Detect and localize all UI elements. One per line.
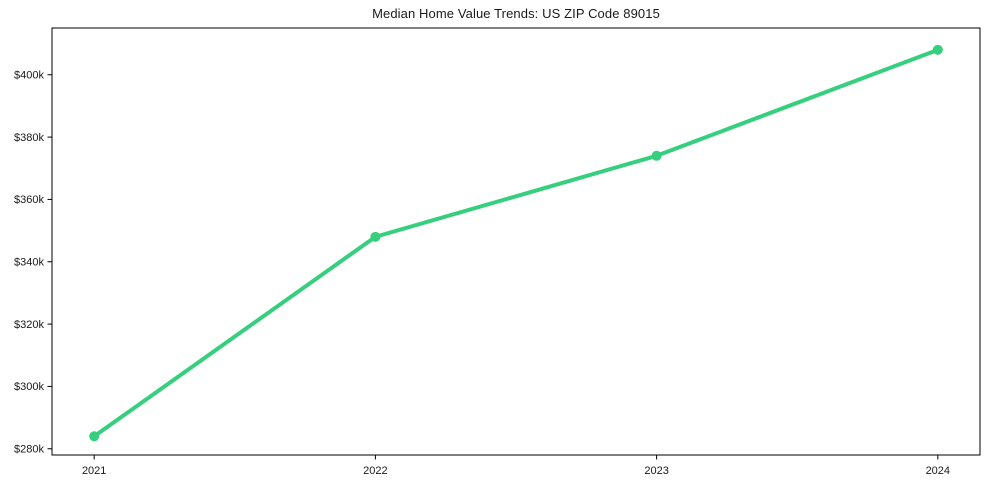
chart-title: Median Home Value Trends: US ZIP Code 89… — [372, 6, 660, 21]
x-tick-label: 2023 — [644, 465, 668, 477]
x-tick-label: 2021 — [82, 465, 106, 477]
x-tick-label: 2022 — [363, 465, 387, 477]
y-tick-label: $360k — [14, 194, 44, 206]
data-point-marker-2023 — [651, 150, 662, 161]
trend-line — [92, 47, 940, 439]
y-tick-label: $320k — [14, 319, 44, 331]
data-point-marker-2024 — [932, 44, 943, 55]
data-point-marker-2021 — [89, 431, 100, 442]
plot-area — [51, 27, 981, 456]
y-tick-label: $300k — [14, 381, 44, 393]
y-tick-label: $400k — [14, 70, 44, 82]
y-tick-label: $280k — [14, 444, 44, 456]
y-tick-label: $380k — [14, 132, 44, 144]
data-point-marker-2022 — [370, 231, 381, 242]
x-tick-label: 2024 — [926, 465, 950, 477]
y-tick-label: $340k — [14, 257, 44, 269]
